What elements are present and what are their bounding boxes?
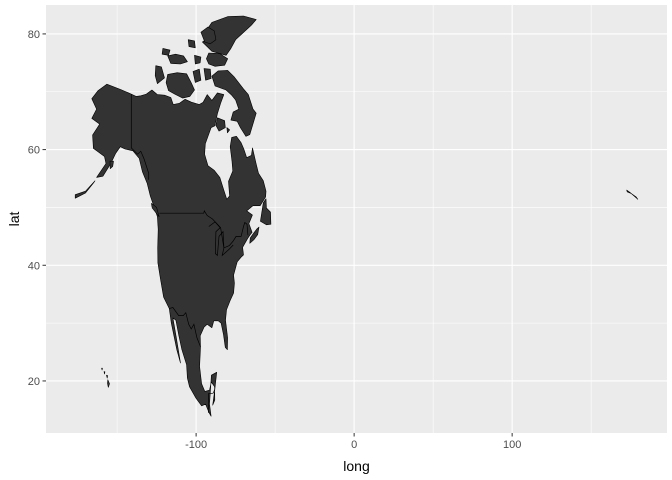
region-newfoundland [260,198,272,226]
region-somerset-island [203,68,212,81]
y-tick-label: 20 [28,376,40,388]
region-melville-island [167,53,188,65]
region-north-america-mainland [91,83,267,417]
region-nova-scotia [249,226,260,244]
y-tick-labels: 20 40 60 80 [28,29,40,388]
region-devon-island [206,52,228,67]
x-tick-label: -100 [185,439,207,451]
x-axis-title: long [343,458,369,474]
region-prince-of-wales-island [192,68,202,83]
region-kauai [101,367,103,371]
landmass-polygons [74,15,639,417]
region-prince-patrick-island [161,48,171,56]
x-tick-label: 100 [503,439,521,451]
region-southern-baffin-offshore-islands [226,127,230,134]
region-hawaii-big-island [107,379,110,388]
border-us-mexico-border [169,307,201,347]
x-tick-labels: -100 0 100 [185,439,521,451]
y-tick-label: 60 [28,145,40,157]
region-southampton-island [215,117,226,132]
border-alaska-canada-border [130,94,150,180]
y-tick-label: 40 [28,260,40,272]
axis-ticks [42,33,513,437]
plot-panel [46,5,667,433]
region-bathurst-island [194,54,202,65]
region-vancouver-island [151,203,160,217]
region-victoria-island [165,72,195,99]
region-aleutian-islands [74,180,96,199]
border-great-lakes-outline [208,221,234,257]
y-axis-title: lat [6,212,22,227]
major-gridlines [46,5,667,433]
region-western-aleutians-east-of-antimeridian [626,189,639,200]
region-banks-island [154,65,165,84]
region-kodiak-island [109,160,114,169]
x-tick-label: 0 [351,439,357,451]
y-tick-label: 80 [28,29,40,41]
region-axel-heiberg-island [200,26,217,45]
region-baffin-island [211,70,257,137]
region-ellef-ringnes-island [187,39,196,49]
region-maui [106,374,108,379]
border-us-canada-border [159,210,249,249]
border-mexico-guatemala-border [208,389,215,413]
region-oahu [103,371,106,375]
